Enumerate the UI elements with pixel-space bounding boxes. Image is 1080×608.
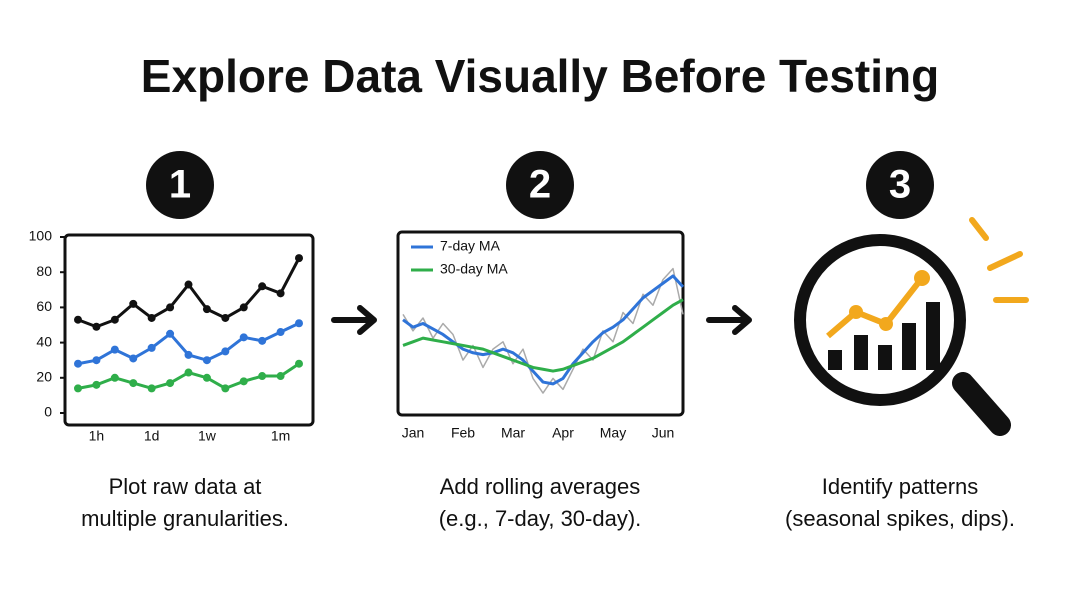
x-tick-label: 1d: [144, 428, 160, 444]
x-tick-label: Feb: [451, 425, 475, 441]
point: [166, 379, 175, 388]
point: [276, 289, 285, 298]
legend-label: 7-day MA: [440, 238, 501, 254]
point: [147, 384, 156, 393]
series-line: [402, 298, 684, 373]
step-3-badge: 3: [866, 151, 934, 219]
point: [295, 359, 303, 368]
caption: Plot raw data at: [109, 474, 262, 499]
arrow: [331, 305, 752, 335]
point: [147, 313, 156, 322]
point: [129, 299, 138, 308]
legend-label: 30-day MA: [440, 261, 508, 277]
point: [202, 305, 211, 314]
x-tick-label: 1w: [198, 428, 217, 444]
point: [295, 319, 303, 328]
point: [110, 373, 119, 382]
point: [258, 282, 267, 291]
point: [92, 322, 101, 331]
series-line: [77, 257, 301, 329]
chart-frame: [63, 233, 315, 427]
point: [166, 329, 175, 338]
point: [239, 377, 248, 386]
x-tick-label: Jan: [402, 425, 425, 441]
series-line: [402, 274, 685, 386]
point: [258, 372, 267, 381]
point: [202, 373, 211, 382]
point: [74, 359, 82, 368]
point: [221, 347, 230, 356]
point: [276, 328, 285, 337]
y-tick-label: 60: [36, 298, 52, 314]
series-line: [402, 267, 684, 394]
point: [202, 356, 211, 365]
step-number: 1: [169, 163, 191, 207]
magnifier-icon: [794, 217, 1029, 436]
point: [92, 356, 101, 365]
x-tick-label: Apr: [552, 425, 574, 441]
point: [258, 336, 267, 345]
point: [147, 343, 156, 352]
point: [184, 350, 193, 359]
step-number: 2: [529, 163, 551, 207]
point: [184, 368, 193, 377]
point: [110, 345, 119, 354]
caption: multiple granularities.: [81, 506, 289, 531]
point: [110, 315, 119, 324]
x-tick-label: Jun: [652, 425, 675, 441]
step-2-badge: 2: [506, 151, 574, 219]
y-tick-label: 0: [44, 404, 52, 420]
point: [295, 254, 303, 263]
caption: Add rolling averages: [440, 474, 641, 499]
point: [239, 333, 248, 342]
caption: Identify patterns: [822, 474, 979, 499]
x-tick-label: Mar: [501, 425, 525, 441]
step-1-badge: 1: [146, 151, 214, 219]
y-tick-label: 80: [36, 263, 52, 279]
x-tick-label: 1m: [271, 428, 290, 444]
caption: (e.g., 7-day, 30-day).: [439, 506, 642, 531]
step-number: 3: [889, 163, 911, 207]
point: [276, 372, 285, 381]
point: [74, 384, 82, 393]
x-tick-label: 1h: [89, 428, 105, 444]
point: [129, 354, 138, 363]
point: [221, 313, 230, 322]
point: [221, 384, 230, 393]
point: [92, 380, 101, 389]
point: [129, 379, 138, 388]
x-tick-label: May: [600, 425, 626, 441]
caption: (seasonal spikes, dips).: [785, 506, 1015, 531]
title: Explore Data Visually Before Testing: [141, 50, 939, 102]
y-tick-label: 100: [29, 228, 53, 244]
point: [184, 280, 193, 289]
chart-frame: [396, 230, 685, 417]
point: [239, 303, 248, 312]
point: [74, 315, 82, 324]
y-tick-label: 40: [36, 333, 52, 349]
point: [166, 303, 175, 312]
y-tick-label: 20: [36, 369, 52, 385]
